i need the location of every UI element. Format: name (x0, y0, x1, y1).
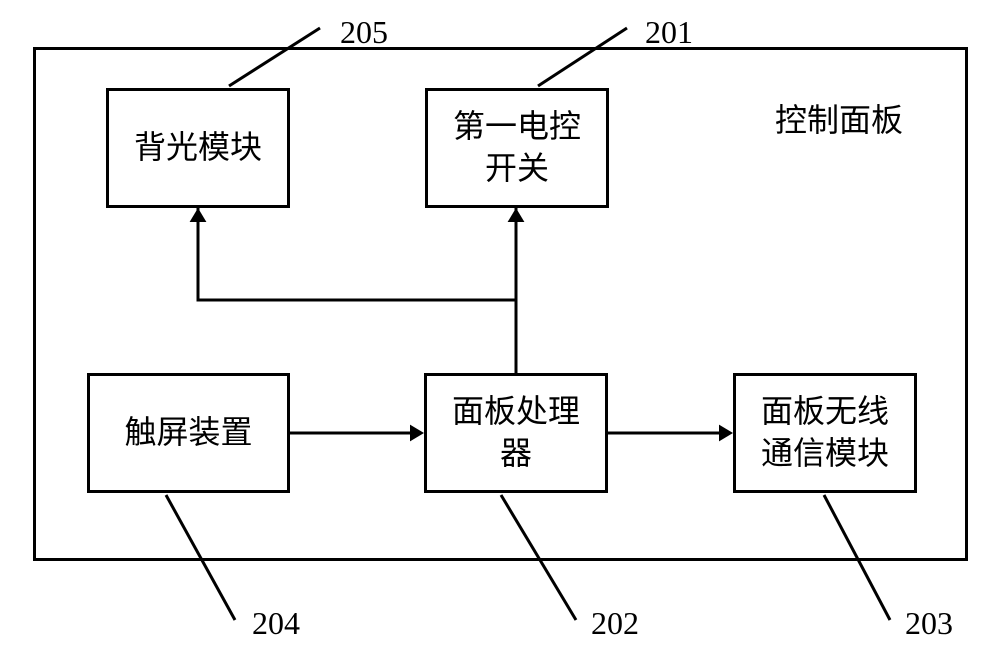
callout-204: 204 (252, 605, 300, 642)
callout-202: 202 (591, 605, 639, 642)
callout-203: 203 (905, 605, 953, 642)
panel-wireless-node: 面板无线通信模块 (733, 373, 917, 493)
wireless-label: 面板无线通信模块 (761, 391, 889, 474)
diagram-canvas: 控制面板 背光模块 第一电控开关 触屏装置 面板处理器 面板无线通信模块 205… (0, 0, 1000, 669)
callout-201: 201 (645, 14, 693, 51)
backlight-label: 背光模块 (134, 127, 262, 169)
processor-label: 面板处理器 (452, 391, 580, 474)
backlight-module-node: 背光模块 (106, 88, 290, 208)
first-switch-node: 第一电控开关 (425, 88, 609, 208)
panel-processor-node: 面板处理器 (424, 373, 608, 493)
touchscreen-node: 触屏装置 (87, 373, 290, 493)
touch-label: 触屏装置 (124, 412, 252, 454)
callout-205: 205 (340, 14, 388, 51)
panel-title: 控制面板 (775, 95, 903, 141)
switch-label: 第一电控开关 (453, 106, 581, 189)
